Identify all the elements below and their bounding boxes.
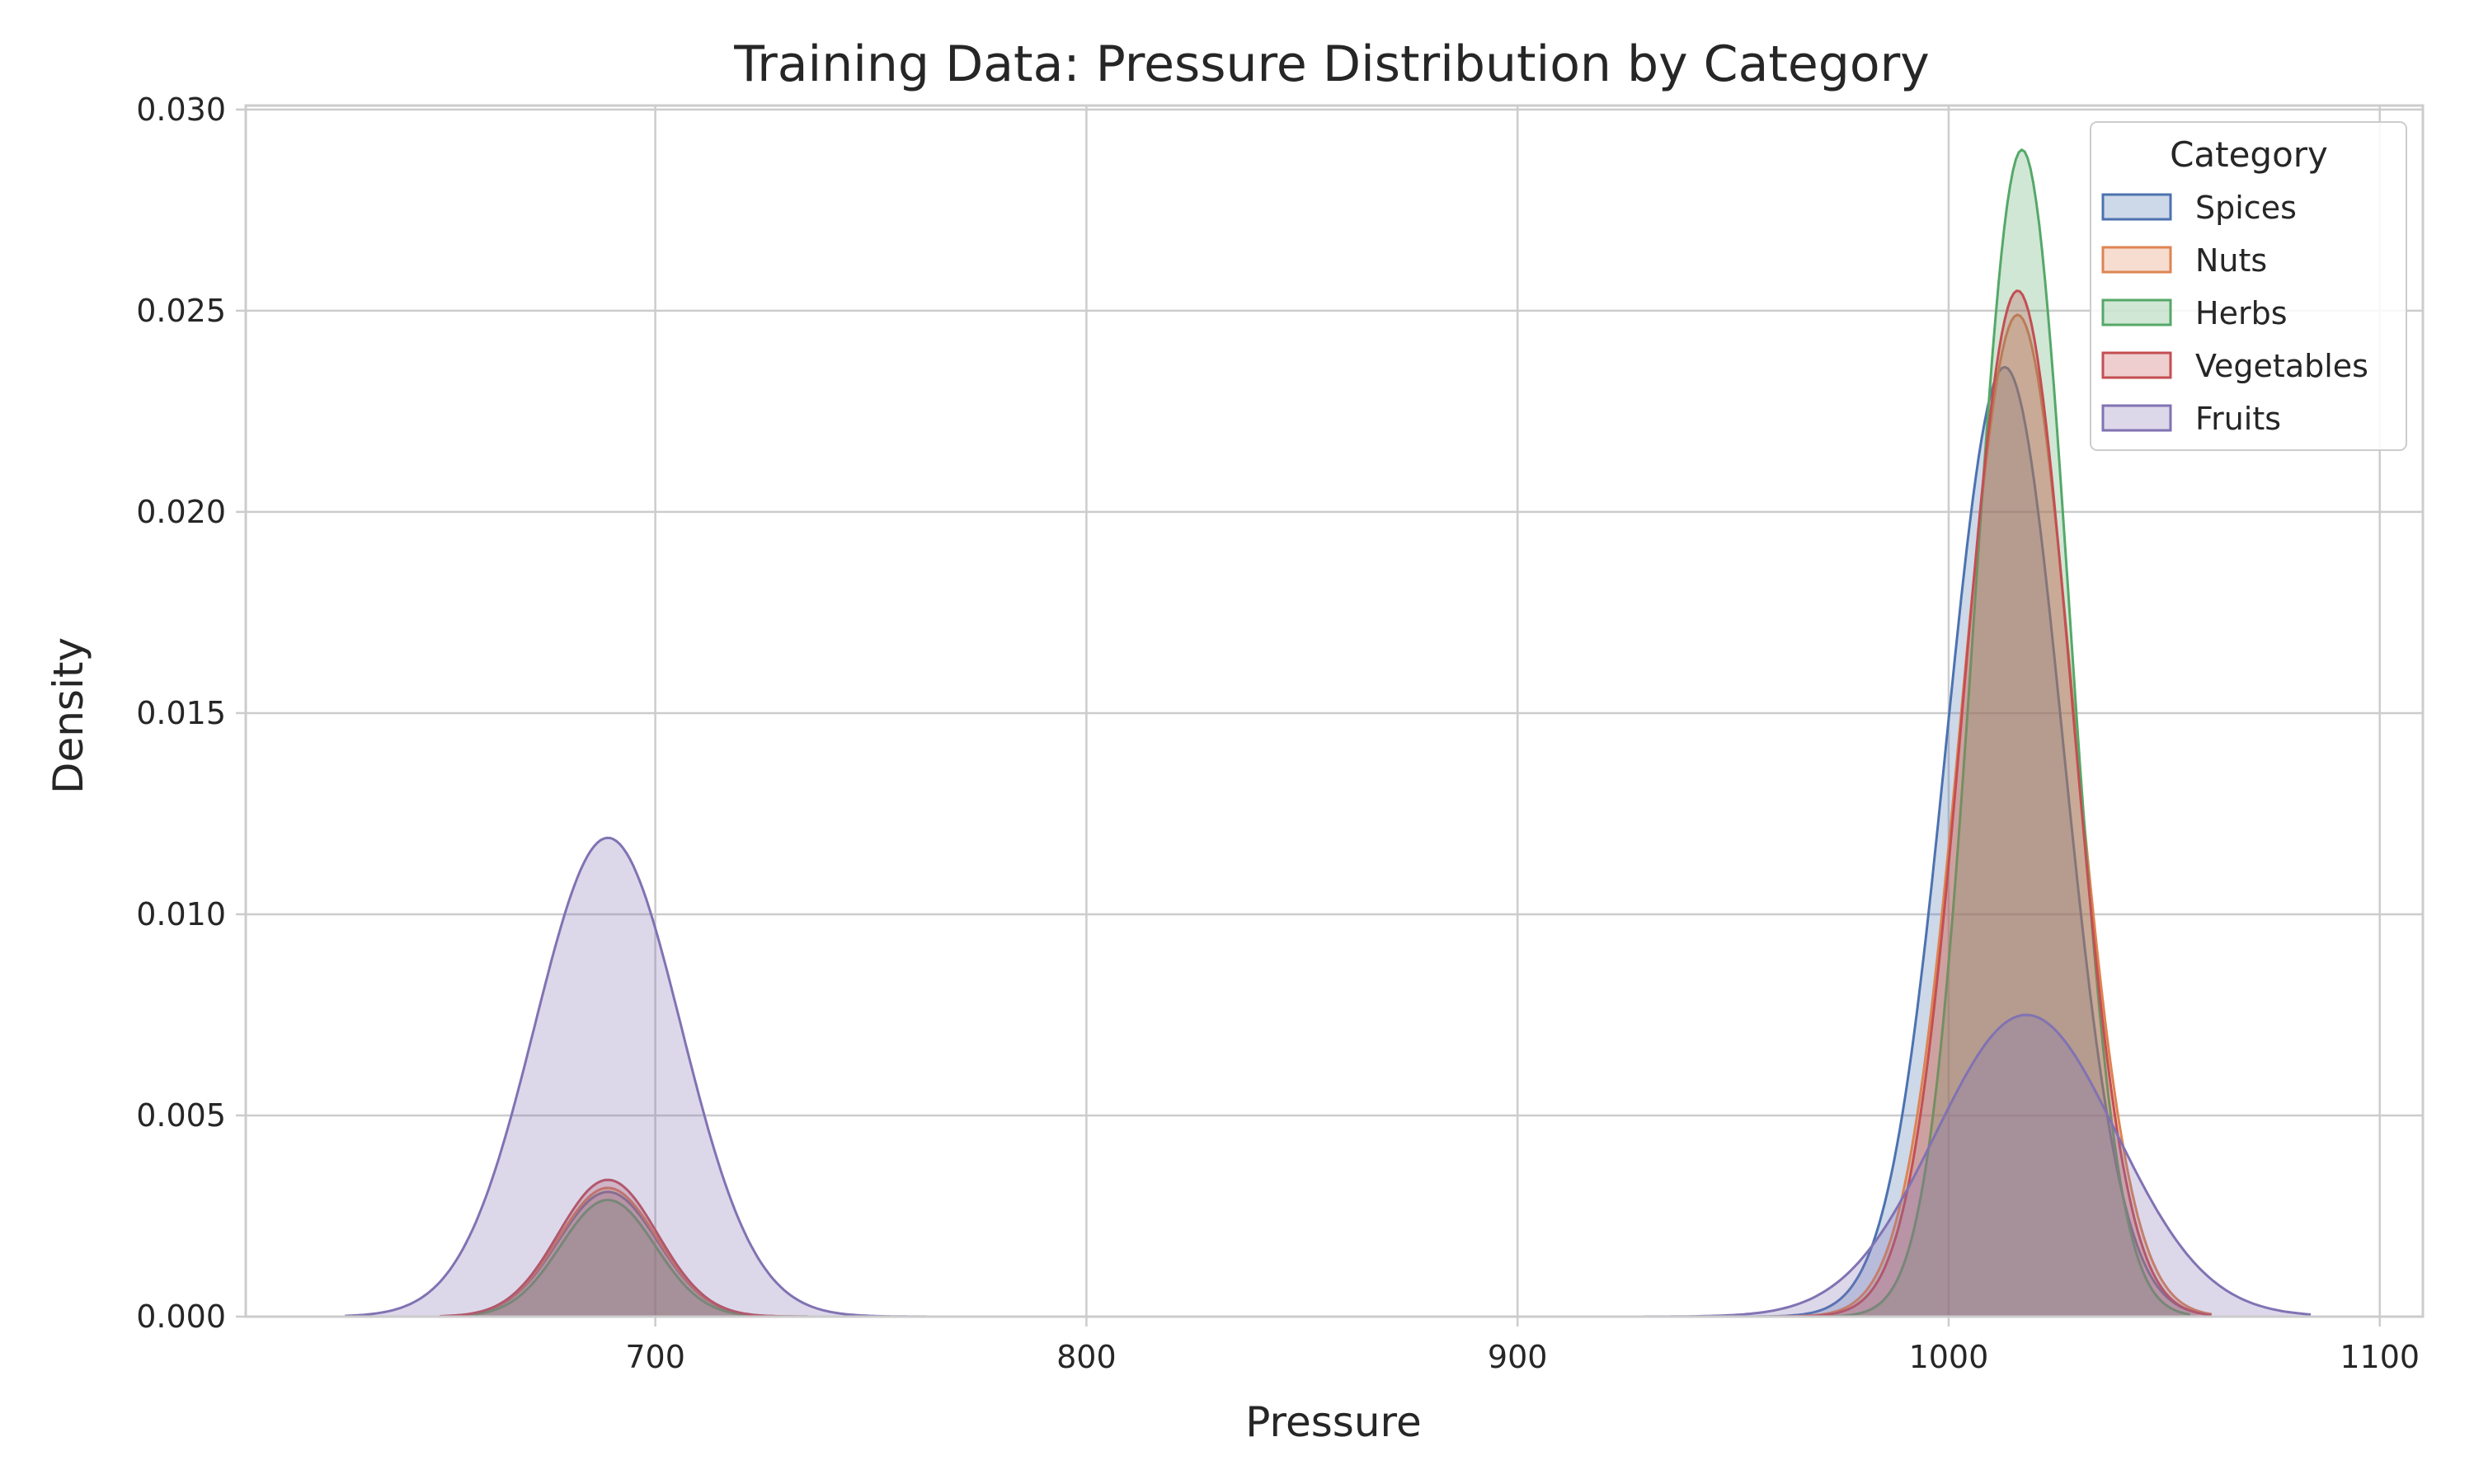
- legend-label-nuts: Nuts: [2195, 242, 2267, 279]
- density-areas: [345, 148, 2312, 1318]
- x-axis-label: Pressure: [1245, 1398, 1422, 1446]
- y-tick-label: 0.000: [136, 1298, 226, 1335]
- y-tick-label: 0.010: [136, 896, 226, 932]
- y-tick-label: 0.005: [136, 1097, 226, 1134]
- density-area-fruits: [345, 838, 2312, 1317]
- legend-title: Category: [2170, 134, 2328, 175]
- x-tick-label: 800: [1056, 1339, 1117, 1375]
- x-tick-label: 1100: [2340, 1339, 2420, 1375]
- density-area-vegetables: [440, 290, 2212, 1317]
- legend-swatch-nuts: [2101, 246, 2172, 274]
- y-tick-label: 0.025: [136, 293, 226, 329]
- legend-items: Spices Nuts Herbs Vegetables Fruits: [2101, 190, 2368, 437]
- y-tick-label: 0.030: [136, 92, 226, 128]
- legend-swatch-fruits: [2101, 404, 2172, 432]
- legend-swatch-vegetables: [2101, 351, 2172, 379]
- x-tick-label: 700: [625, 1339, 685, 1375]
- x-tick-label: 1000: [1909, 1339, 1989, 1375]
- legend-label-spices: Spices: [2195, 190, 2297, 226]
- plot-area: [244, 104, 2425, 1318]
- grid: [246, 106, 2423, 1318]
- y-axis: 0.000 0.005 0.010 0.015 0.020 0.025 0.030: [136, 92, 246, 1335]
- legend-swatch-spices: [2101, 193, 2172, 221]
- density-area-herbs: [448, 149, 2190, 1317]
- density-area-nuts: [444, 314, 2212, 1317]
- y-axis-label: Density: [45, 637, 92, 794]
- chart-title: Training Data: Pressure Distribution by …: [733, 35, 1930, 93]
- legend-label-vegetables: Vegetables: [2195, 348, 2368, 384]
- x-axis: 700 800 900 1000 1100: [625, 1317, 2420, 1375]
- y-tick-label: 0.015: [136, 695, 226, 731]
- x-tick-label: 900: [1488, 1339, 1548, 1375]
- plot-border: [244, 104, 2425, 1318]
- y-tick-label: 0.020: [136, 494, 226, 530]
- legend-swatch-herbs: [2101, 298, 2172, 326]
- density-area-spices: [440, 367, 2199, 1317]
- legend-label-herbs: Herbs: [2195, 295, 2288, 331]
- legend-label-fruits: Fruits: [2195, 401, 2281, 437]
- legend: Category Spices Nuts Herbs Vegetables Fruits: [2090, 121, 2407, 451]
